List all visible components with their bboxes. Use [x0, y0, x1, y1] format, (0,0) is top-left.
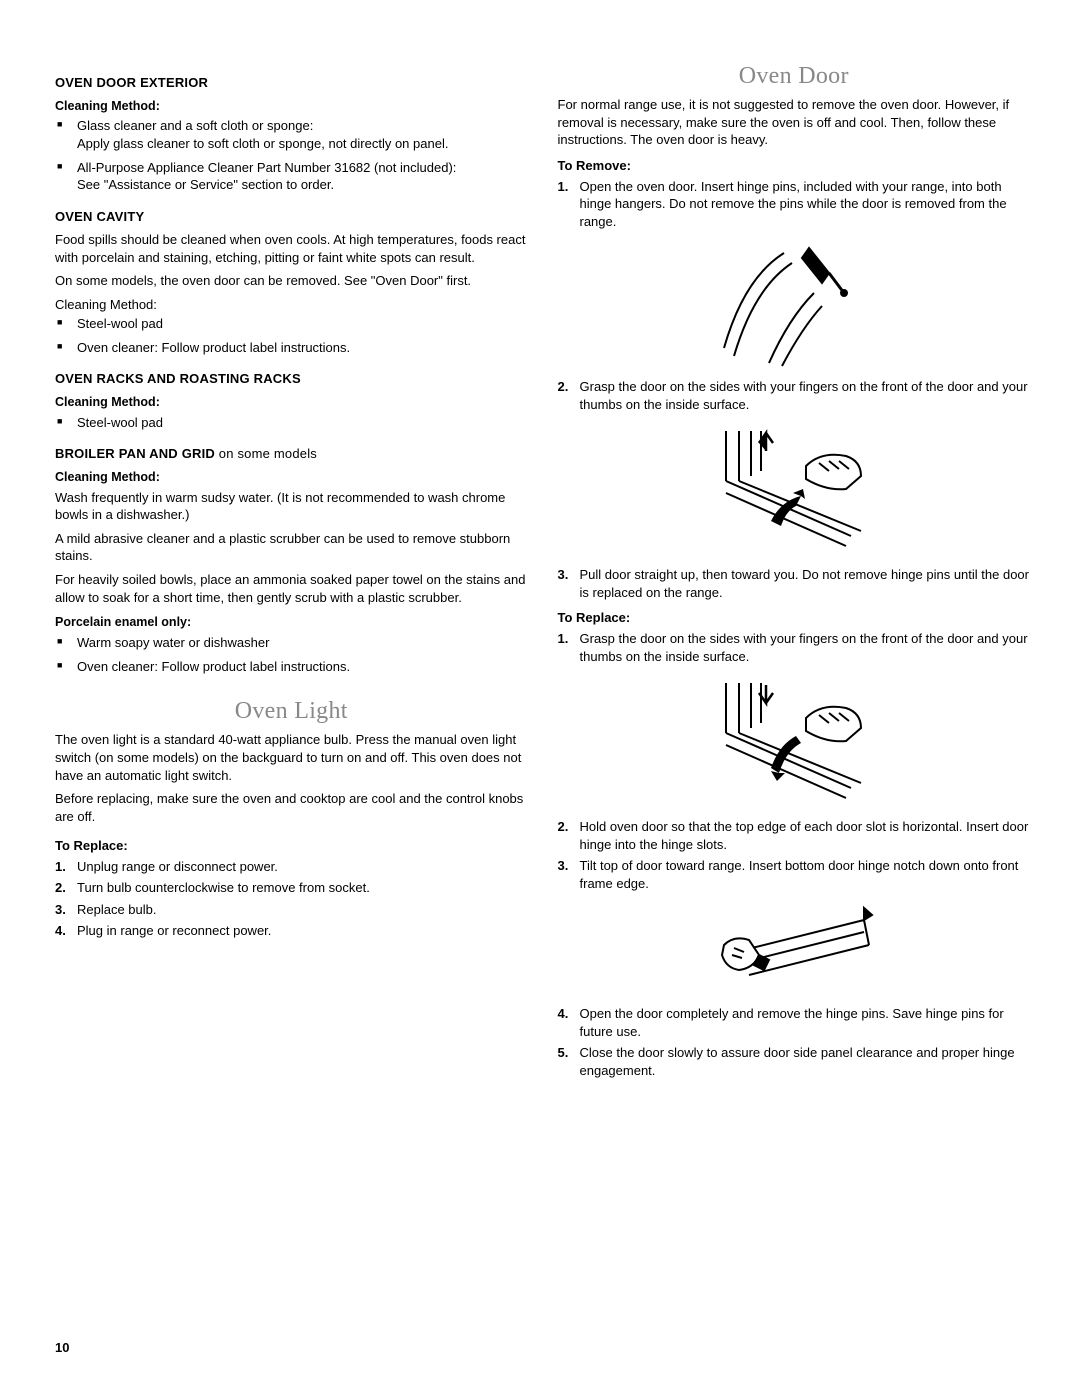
list-item: Replace bulb.: [55, 901, 528, 919]
list-item: Steel-wool pad: [55, 315, 528, 333]
right-column: Oven Door For normal range use, it is no…: [558, 60, 1031, 1083]
list-item: Warm soapy water or dishwasher: [55, 634, 528, 652]
list-item: Tilt top of door toward range. Insert bo…: [558, 857, 1031, 892]
list-item: Turn bulb counterclockwise to remove fro…: [55, 879, 528, 897]
paragraph: Food spills should be cleaned when oven …: [55, 231, 528, 266]
two-column-layout: OVEN DOOR EXTERIOR Cleaning Method: Glas…: [55, 60, 1030, 1083]
text: All-Purpose Appliance Cleaner Part Numbe…: [77, 160, 456, 175]
list-remove-door-2: Grasp the door on the sides with your fi…: [558, 378, 1031, 413]
list-remove-door: Open the oven door. Insert hinge pins, i…: [558, 178, 1031, 231]
list-item: Steel-wool pad: [55, 414, 528, 432]
heading-oven-cavity: OVEN CAVITY: [55, 208, 528, 226]
list-item: Oven cleaner: Follow product label instr…: [55, 658, 528, 676]
label-cleaning-method: Cleaning Method:: [55, 296, 528, 314]
text: See "Assistance or Service" section to o…: [77, 177, 334, 192]
grasp-door-down-illustration: [711, 673, 876, 808]
heading-oven-door-exterior: OVEN DOOR EXTERIOR: [55, 74, 528, 92]
list-item: Open the oven door. Insert hinge pins, i…: [558, 178, 1031, 231]
list-racks-cleaning: Steel-wool pad: [55, 414, 528, 432]
heading-oven-racks: OVEN RACKS AND ROASTING RACKS: [55, 370, 528, 388]
page-number: 10: [55, 1339, 69, 1357]
left-column: OVEN DOOR EXTERIOR Cleaning Method: Glas…: [55, 60, 528, 1083]
hinge-pin-illustration: [714, 238, 874, 368]
label-porcelain-enamel: Porcelain enamel only:: [55, 614, 528, 631]
text: on some models: [215, 446, 317, 461]
list-replace-door-2: Hold oven door so that the top edge of e…: [558, 818, 1031, 892]
list-remove-door-3: Pull door straight up, then toward you. …: [558, 566, 1031, 601]
list-item: Oven cleaner: Follow product label instr…: [55, 339, 528, 357]
text: Apply glass cleaner to soft cloth or spo…: [77, 136, 448, 151]
list-item: Unplug range or disconnect power.: [55, 858, 528, 876]
list-item: Grasp the door on the sides with your fi…: [558, 630, 1031, 665]
list-exterior-cleaning: Glass cleaner and a soft cloth or sponge…: [55, 117, 528, 193]
label-cleaning-method: Cleaning Method:: [55, 394, 528, 411]
paragraph: Before replacing, make sure the oven and…: [55, 790, 528, 825]
list-item: Hold oven door so that the top edge of e…: [558, 818, 1031, 853]
label-to-replace: To Replace:: [55, 837, 528, 855]
grasp-door-up-illustration: [711, 421, 876, 556]
heading-broiler-pan: BROILER PAN AND GRID on some models: [55, 445, 528, 463]
label-to-replace: To Replace:: [558, 609, 1031, 627]
heading-oven-light: Oven Light: [55, 695, 528, 727]
label-cleaning-method: Cleaning Method:: [55, 98, 528, 115]
list-item: Pull door straight up, then toward you. …: [558, 566, 1031, 601]
text-bold: BROILER PAN AND GRID: [55, 446, 215, 461]
text: Glass cleaner and a soft cloth or sponge…: [77, 118, 313, 133]
paragraph: The oven light is a standard 40-watt app…: [55, 731, 528, 784]
list-item: Close the door slowly to assure door sid…: [558, 1044, 1031, 1079]
list-porcelain-cleaning: Warm soapy water or dishwasher Oven clea…: [55, 634, 528, 675]
list-item: Glass cleaner and a soft cloth or sponge…: [55, 117, 528, 152]
paragraph: For heavily soiled bowls, place an ammon…: [55, 571, 528, 606]
heading-oven-door: Oven Door: [558, 60, 1031, 92]
list-replace-door-3: Open the door completely and remove the …: [558, 1005, 1031, 1079]
list-cavity-cleaning: Steel-wool pad Oven cleaner: Follow prod…: [55, 315, 528, 356]
paragraph: Wash frequently in warm sudsy water. (It…: [55, 489, 528, 524]
label-cleaning-method: Cleaning Method:: [55, 469, 528, 486]
list-item: Plug in range or reconnect power.: [55, 922, 528, 940]
paragraph: For normal range use, it is not suggeste…: [558, 96, 1031, 149]
hinge-notch-illustration: [714, 900, 874, 995]
paragraph: A mild abrasive cleaner and a plastic sc…: [55, 530, 528, 565]
list-oven-light-replace: Unplug range or disconnect power. Turn b…: [55, 858, 528, 940]
list-item: Open the door completely and remove the …: [558, 1005, 1031, 1040]
list-item: Grasp the door on the sides with your fi…: [558, 378, 1031, 413]
label-to-remove: To Remove:: [558, 157, 1031, 175]
list-replace-door: Grasp the door on the sides with your fi…: [558, 630, 1031, 665]
list-item: All-Purpose Appliance Cleaner Part Numbe…: [55, 159, 528, 194]
paragraph: On some models, the oven door can be rem…: [55, 272, 528, 290]
